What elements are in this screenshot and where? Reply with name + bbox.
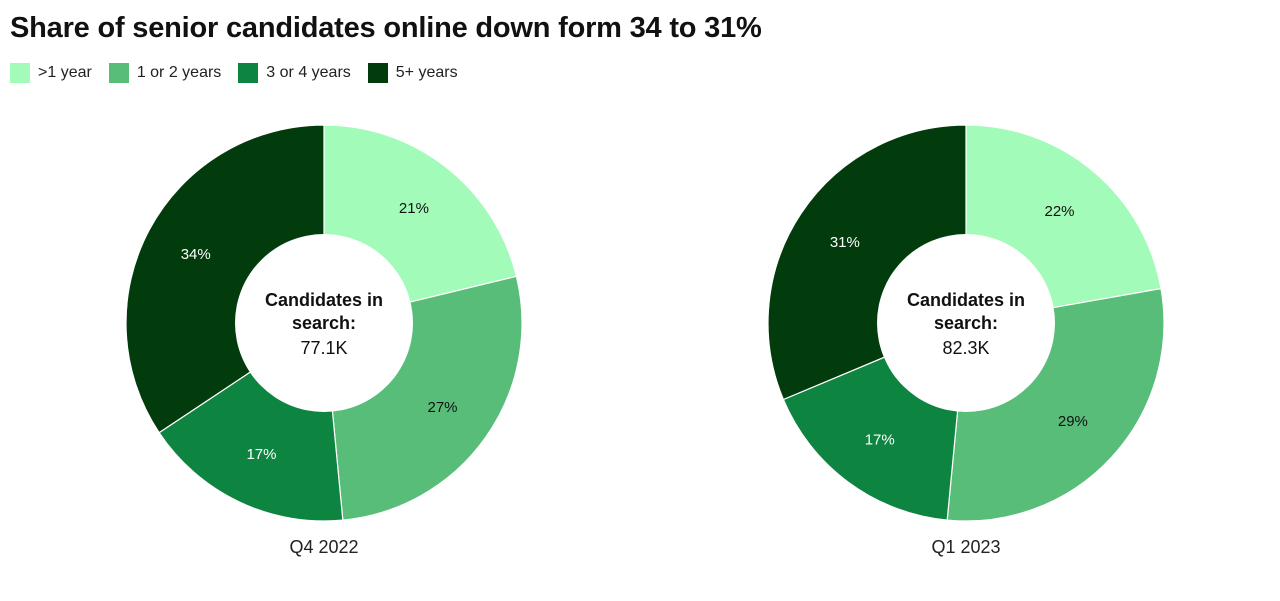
donut-chart-q1-2023: 22% 29% 17% 31% Candidates in search: 82.3K Q1 … — [767, 124, 1165, 557]
legend-label-3-4-years: 3 or 4 years — [266, 64, 351, 81]
legend-item-1-year: >1 year — [10, 63, 92, 83]
chart-title: Share of senior candidates online down f… — [10, 12, 762, 44]
legend-label-5-plus-years: 5+ years — [395, 64, 458, 81]
center-value: 82.3K — [942, 338, 989, 358]
legend-label-1-year: >1 year — [38, 64, 92, 81]
slice-label-1-or-2-years: 29% — [1058, 413, 1088, 430]
center-value: 77.1K — [300, 338, 347, 358]
donut-chart-q4-2022: 21% 27% 17% 34% Candidates in search: 77.1K Q4 … — [125, 124, 523, 557]
donut-hole — [877, 234, 1055, 412]
slice-label-1-or-2-years: 27% — [428, 399, 458, 416]
center-label-line-1: Candidates in — [907, 290, 1025, 310]
slice-label-5-years: 34% — [181, 246, 211, 263]
slice-label-3-or-4-years: 17% — [246, 446, 276, 463]
chart-caption: Q1 2023 — [931, 537, 1000, 557]
slice-label-1-year: 21% — [399, 200, 429, 217]
legend-item-3-4-years: 3 or 4 years — [238, 63, 351, 83]
legend-swatch-3-4-years — [238, 63, 259, 83]
slice-label-1-year: 22% — [1045, 203, 1075, 220]
donut-hole — [235, 234, 413, 412]
chart-caption: Q4 2022 — [289, 537, 358, 557]
legend-swatch-1-2-years — [108, 63, 129, 83]
legend: >1 year 1 or 2 years 3 or 4 years 5+ yea… — [10, 63, 475, 83]
legend-swatch-1-year — [10, 63, 30, 83]
center-label-line-2: search: — [292, 313, 356, 333]
slice-label-5-years: 31% — [830, 234, 860, 251]
center-label-line-1: Candidates in — [265, 290, 383, 310]
center-label-line-2: search: — [934, 313, 998, 333]
legend-swatch-5-plus-years — [367, 63, 388, 83]
legend-item-1-2-years: 1 or 2 years — [108, 63, 222, 83]
slice-label-3-or-4-years: 17% — [865, 432, 895, 449]
legend-label-1-2-years: 1 or 2 years — [136, 64, 222, 81]
legend-item-5-plus-years: 5+ years — [367, 63, 458, 83]
